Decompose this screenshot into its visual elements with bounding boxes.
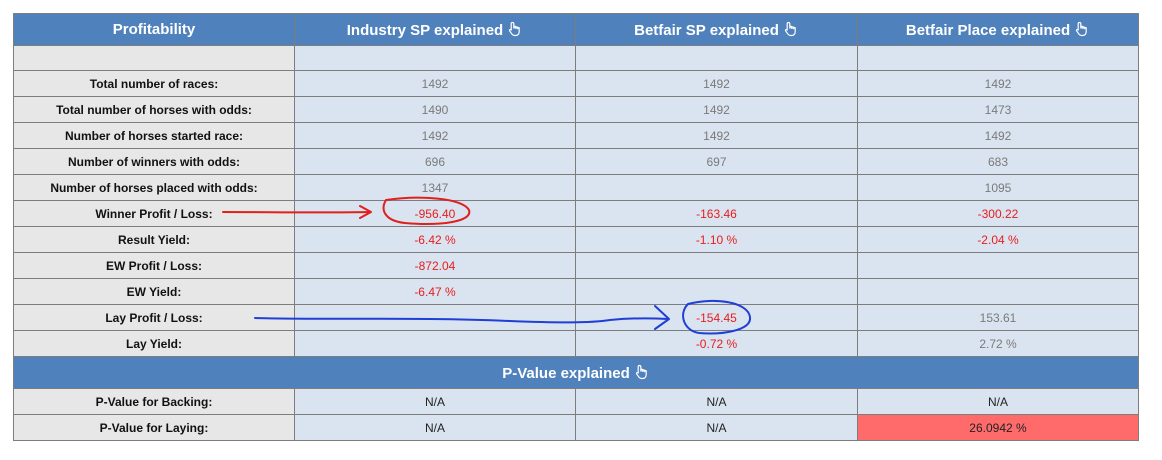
table-row: P-Value for Backing: N/A N/A N/A — [13, 388, 1139, 415]
row-label: EW Yield: — [13, 278, 295, 305]
profitability-table: Profitability Industry SP explained Betf… — [13, 13, 1139, 441]
row-label: Winner Profit / Loss: — [13, 200, 295, 227]
industry-sp-value — [294, 330, 576, 357]
pvalue-explained-link[interactable]: P-Value explained — [13, 356, 1139, 389]
table-row: EW Yield: -6.47 % — [13, 278, 1139, 305]
betfair-place-value: 26.0942 % — [857, 414, 1139, 441]
betfair-place-value — [857, 278, 1139, 305]
betfair-sp-value: 1492 — [575, 96, 858, 123]
table-row: Number of horses started race: 1492 1492… — [13, 122, 1139, 149]
betfair-place-value: 153.61 — [857, 304, 1139, 331]
betfair-place-value: -2.04 % — [857, 226, 1139, 253]
betfair-sp-value: 1492 — [575, 122, 858, 149]
betfair-sp-value — [575, 278, 858, 305]
spacer-cell — [575, 45, 858, 71]
industry-sp-value: -6.42 % — [294, 226, 576, 253]
betfair-sp-value — [575, 252, 858, 279]
betfair-place-value: -300.22 — [857, 200, 1139, 227]
betfair-sp-value: -163.46 — [575, 200, 858, 227]
pointing-hand-icon[interactable] — [783, 21, 799, 37]
table-row: P-Value for Laying: N/A N/A 26.0942 % — [13, 414, 1139, 441]
row-label: Total number of horses with odds: — [13, 96, 295, 123]
betfair-place-explained-link[interactable]: Betfair Place explained — [857, 13, 1139, 46]
pointing-hand-icon[interactable] — [507, 21, 523, 37]
industry-sp-value: 1492 — [294, 122, 576, 149]
row-label: Lay Profit / Loss: — [13, 304, 295, 331]
industry-sp-value: 696 — [294, 148, 576, 175]
industry-sp-value: 1490 — [294, 96, 576, 123]
table-row: Lay Yield: -0.72 % 2.72 % — [13, 330, 1139, 357]
table-row: Winner Profit / Loss: -956.40 -163.46 -3… — [13, 200, 1139, 227]
row-label: Total number of races: — [13, 70, 295, 97]
betfair-place-value: 683 — [857, 148, 1139, 175]
betfair-place-value: 1492 — [857, 70, 1139, 97]
betfair-sp-value — [575, 174, 858, 201]
betfair-place-value: 1473 — [857, 96, 1139, 123]
spacer-cell — [13, 45, 295, 71]
spacer-cell — [857, 45, 1139, 71]
row-label: Number of horses started race: — [13, 122, 295, 149]
betfair-sp-value: N/A — [575, 388, 858, 415]
row-label: Lay Yield: — [13, 330, 295, 357]
row-label: P-Value for Backing: — [13, 388, 295, 415]
betfair-place-value — [857, 252, 1139, 279]
industry-sp-value: 1492 — [294, 70, 576, 97]
table-row: Total number of races: 1492 1492 1492 — [13, 70, 1139, 97]
betfair-sp-value: -1.10 % — [575, 226, 858, 253]
pvalue-section-row: P-Value explained — [13, 356, 1139, 389]
betfair-place-value: 1492 — [857, 122, 1139, 149]
spacer-row — [13, 45, 1139, 71]
row-label: EW Profit / Loss: — [13, 252, 295, 279]
row-label: Number of winners with odds: — [13, 148, 295, 175]
betfair-sp-value: 1492 — [575, 70, 858, 97]
industry-sp-value: -6.47 % — [294, 278, 576, 305]
industry-sp-explained-link[interactable]: Industry SP explained — [294, 13, 576, 46]
betfair-place-value: 2.72 % — [857, 330, 1139, 357]
industry-sp-value: 1347 — [294, 174, 576, 201]
table-row: Total number of horses with odds: 1490 1… — [13, 96, 1139, 123]
table-row: Number of horses placed with odds: 1347 … — [13, 174, 1139, 201]
table-row: Lay Profit / Loss: -154.45 153.61 — [13, 304, 1139, 331]
betfair-place-value: 1095 — [857, 174, 1139, 201]
betfair-sp-value: -0.72 % — [575, 330, 858, 357]
industry-sp-value: -872.04 — [294, 252, 576, 279]
industry-sp-value: -956.40 — [294, 200, 576, 227]
betfair-sp-value: N/A — [575, 414, 858, 441]
betfair-sp-value: -154.45 — [575, 304, 858, 331]
table-row: Number of winners with odds: 696 697 683 — [13, 148, 1139, 175]
row-label: P-Value for Laying: — [13, 414, 295, 441]
profitability-header: Profitability — [13, 13, 295, 46]
betfair-sp-value: 697 — [575, 148, 858, 175]
header-row: Profitability Industry SP explained Betf… — [13, 13, 1139, 46]
industry-sp-value: N/A — [294, 414, 576, 441]
row-label: Number of horses placed with odds: — [13, 174, 295, 201]
table-row: EW Profit / Loss: -872.04 — [13, 252, 1139, 279]
table-row: Result Yield: -6.42 % -1.10 % -2.04 % — [13, 226, 1139, 253]
betfair-place-value: N/A — [857, 388, 1139, 415]
betfair-sp-explained-link[interactable]: Betfair SP explained — [575, 13, 858, 46]
row-label: Result Yield: — [13, 226, 295, 253]
industry-sp-value: N/A — [294, 388, 576, 415]
pointing-hand-icon[interactable] — [1074, 21, 1090, 37]
spacer-cell — [294, 45, 576, 71]
industry-sp-value — [294, 304, 576, 331]
pointing-hand-icon[interactable] — [634, 364, 650, 380]
